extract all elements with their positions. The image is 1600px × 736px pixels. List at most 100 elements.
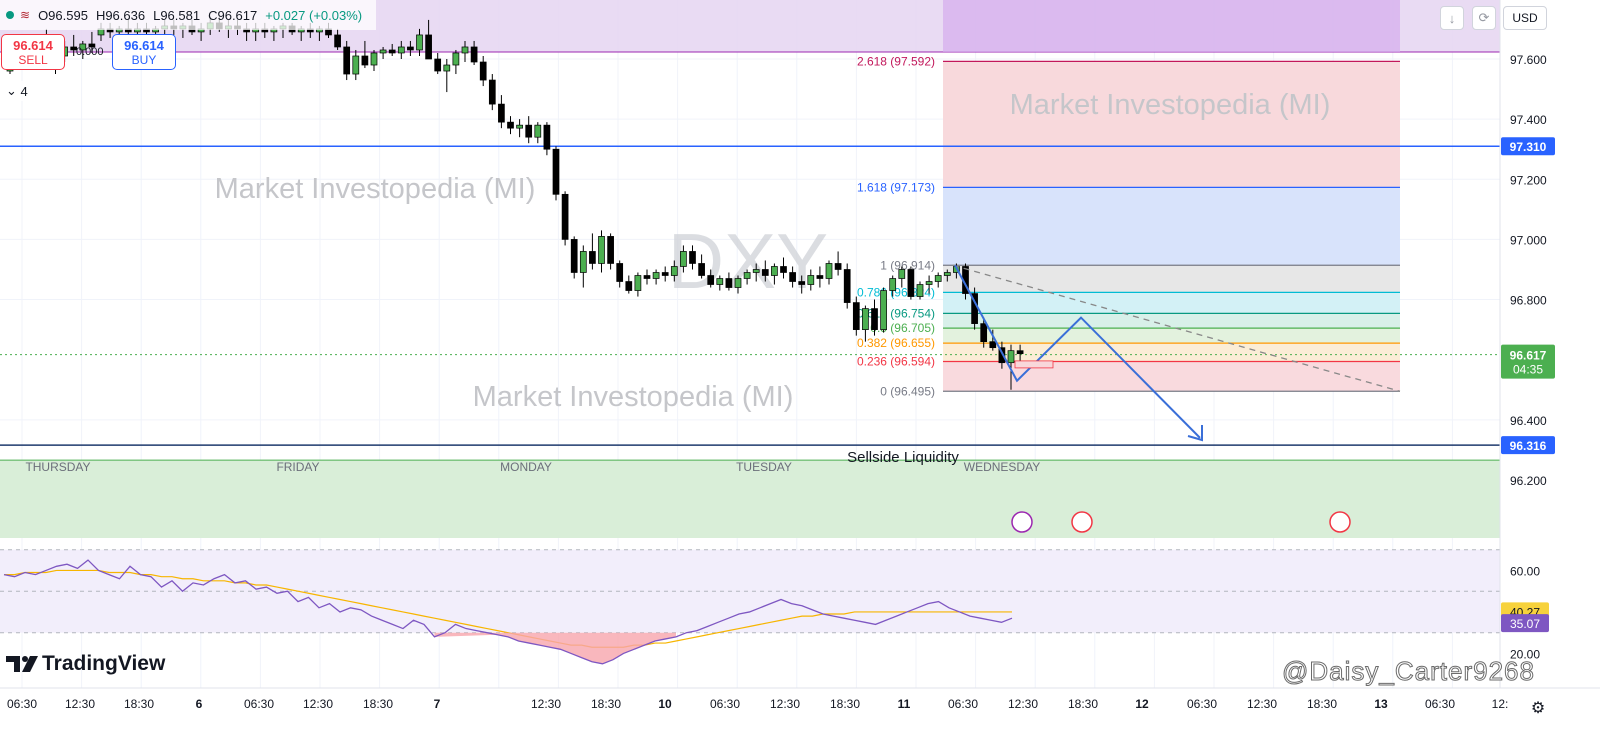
- tradingview-logo[interactable]: TradingView: [6, 652, 165, 676]
- chart-toolbar: ↓ ⟳: [1440, 6, 1496, 30]
- candle-bullish: [79, 43, 87, 51]
- lightning-event-icon[interactable]: [1011, 511, 1033, 533]
- order-block: [1014, 360, 1054, 369]
- candle-bullish: [461, 46, 469, 54]
- time-tick-label: 06:30: [244, 697, 274, 711]
- fib-level-label: 0.786 (96.824): [857, 285, 935, 299]
- time-tick-label: 06:30: [1187, 697, 1217, 711]
- candle-bearish: [543, 124, 551, 150]
- candle-bearish: [698, 263, 705, 276]
- candle-bearish: [479, 61, 487, 81]
- candle-bearish: [407, 46, 414, 51]
- sell-label: SELL: [18, 53, 48, 67]
- candle-bearish: [852, 302, 860, 330]
- fib-zone: [943, 187, 1400, 266]
- price-scale: [1500, 0, 1600, 688]
- high-value: H96.636: [95, 7, 146, 23]
- fib-zone: [943, 328, 1400, 344]
- candle-bearish: [561, 193, 569, 240]
- day-label: WEDNESDAY: [964, 460, 1040, 474]
- price-tick-label: 97.400: [1510, 113, 1547, 127]
- us-flag-event-icon[interactable]: [1329, 511, 1351, 533]
- price-tick-label: 96.200: [1510, 474, 1547, 488]
- candle-bearish: [843, 269, 851, 303]
- fib-zone: [943, 313, 1400, 329]
- fib-upper-zone: [943, 0, 1400, 52]
- candle-bullish: [680, 251, 687, 267]
- refresh-icon[interactable]: ⟳: [1472, 6, 1496, 30]
- low-value: L96.581: [153, 7, 201, 23]
- candle-bearish: [616, 263, 624, 282]
- candle-bullish: [534, 124, 542, 138]
- time-tick-label: 10: [658, 697, 672, 711]
- price-badge: [1501, 137, 1555, 156]
- arrow-down-icon[interactable]: ↓: [1440, 6, 1464, 30]
- candle-bullish: [370, 52, 378, 66]
- candle-bearish: [88, 43, 96, 48]
- tradingview-multi-symbol-icon[interactable]: ≋: [20, 8, 31, 22]
- time-tick-label: 12:30: [1008, 697, 1038, 711]
- day-label: FRIDAY: [276, 460, 319, 474]
- rsi-badge-label: 35.07: [1510, 617, 1540, 631]
- time-tick-label: 18:30: [830, 697, 860, 711]
- candle-bullish: [862, 308, 869, 330]
- time-tick-label: 06:30: [1425, 697, 1455, 711]
- time-tick-label: 11: [898, 697, 911, 711]
- time-tick-label: 18:30: [363, 697, 393, 711]
- price-badge-label: 96.316: [1510, 439, 1547, 453]
- candle-bullish: [579, 251, 587, 273]
- candle-bearish: [425, 34, 432, 60]
- candle-bearish: [570, 239, 578, 273]
- fib-level-label: 0 (96.495): [880, 384, 935, 398]
- time-tick-label: 12:: [1492, 697, 1509, 711]
- fib-level-label: 1.618 (97.173): [857, 180, 935, 194]
- candle-bearish: [907, 269, 915, 297]
- rsi-tick-label: 20.00: [1510, 647, 1540, 661]
- current-price-label: 96.617: [1510, 349, 1547, 363]
- time-tick-label: 18:30: [124, 697, 154, 711]
- fib-zone: [943, 292, 1400, 314]
- candle-bullish: [352, 55, 360, 75]
- currency-selector[interactable]: USD: [1503, 6, 1547, 30]
- fib-level-label: 2.618 (97.592): [857, 54, 935, 68]
- time-tick-label: 13: [1374, 697, 1388, 711]
- rsi-badge: [1501, 614, 1549, 633]
- candle-bearish: [552, 148, 560, 195]
- candle-bullish: [598, 236, 605, 264]
- candle-bearish: [488, 79, 496, 105]
- time-tick-label: 7: [434, 697, 441, 711]
- price-tick-label: 96.800: [1510, 294, 1547, 308]
- settings-gear-icon[interactable]: ⚙: [1530, 700, 1546, 717]
- indicator-count-toggle[interactable]: ⌄ 4: [2, 81, 36, 101]
- candle-bullish: [880, 290, 887, 330]
- brand-watermark: Market Investopedia (MI): [473, 381, 794, 413]
- day-label: MONDAY: [500, 460, 552, 474]
- time-tick-label: 18:30: [1307, 697, 1337, 711]
- candle-bullish: [934, 275, 942, 282]
- close-value: C96.617: [208, 7, 258, 23]
- candle-bearish: [498, 103, 505, 123]
- bar-countdown-label: 04:35: [1513, 363, 1543, 377]
- spread-value: 0.000: [76, 46, 104, 58]
- buy-button[interactable]: 96.614 BUY: [112, 34, 176, 70]
- time-tick-label: 06:30: [948, 697, 978, 711]
- price-badge: [1501, 436, 1555, 455]
- time-scale: [0, 688, 1600, 731]
- candle-bullish: [634, 275, 642, 291]
- time-tick-label: 06:30: [7, 697, 37, 711]
- candle-bearish: [798, 281, 806, 285]
- fib-level-label: 0.382 (96.655): [857, 336, 935, 350]
- chevron-down-icon: ⌄: [6, 83, 17, 98]
- price-tick-label: 97.200: [1510, 173, 1547, 187]
- price-tick-label: 97.000: [1510, 233, 1547, 247]
- rsi-tick-label: 60.00: [1510, 564, 1540, 578]
- candle-bullish: [898, 269, 906, 279]
- us-flag-event-icon[interactable]: [1071, 511, 1093, 533]
- candle-bearish: [334, 34, 341, 48]
- sellside-liquidity-zone: [0, 460, 1500, 538]
- fib-level-label: 0.236 (96.594): [857, 355, 935, 369]
- projection-path: [954, 264, 1201, 439]
- sell-button[interactable]: 96.614 SELL: [1, 34, 65, 70]
